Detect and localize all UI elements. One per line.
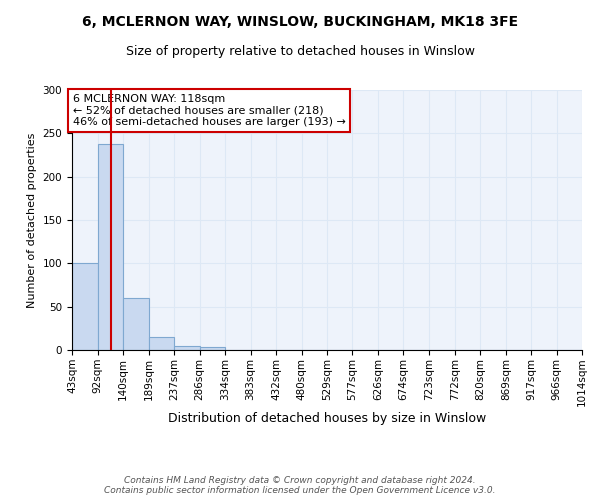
Text: Contains HM Land Registry data © Crown copyright and database right 2024.
Contai: Contains HM Land Registry data © Crown c… xyxy=(104,476,496,495)
Text: 6 MCLERNON WAY: 118sqm
← 52% of detached houses are smaller (218)
46% of semi-de: 6 MCLERNON WAY: 118sqm ← 52% of detached… xyxy=(73,94,346,127)
Y-axis label: Number of detached properties: Number of detached properties xyxy=(27,132,37,308)
Bar xyxy=(174,346,200,350)
X-axis label: Distribution of detached houses by size in Winslow: Distribution of detached houses by size … xyxy=(168,412,486,425)
Bar xyxy=(149,337,174,350)
Bar xyxy=(98,144,123,350)
Bar xyxy=(123,298,149,350)
Text: 6, MCLERNON WAY, WINSLOW, BUCKINGHAM, MK18 3FE: 6, MCLERNON WAY, WINSLOW, BUCKINGHAM, MK… xyxy=(82,15,518,29)
Bar xyxy=(72,264,98,350)
Bar xyxy=(200,348,225,350)
Text: Size of property relative to detached houses in Winslow: Size of property relative to detached ho… xyxy=(125,45,475,58)
